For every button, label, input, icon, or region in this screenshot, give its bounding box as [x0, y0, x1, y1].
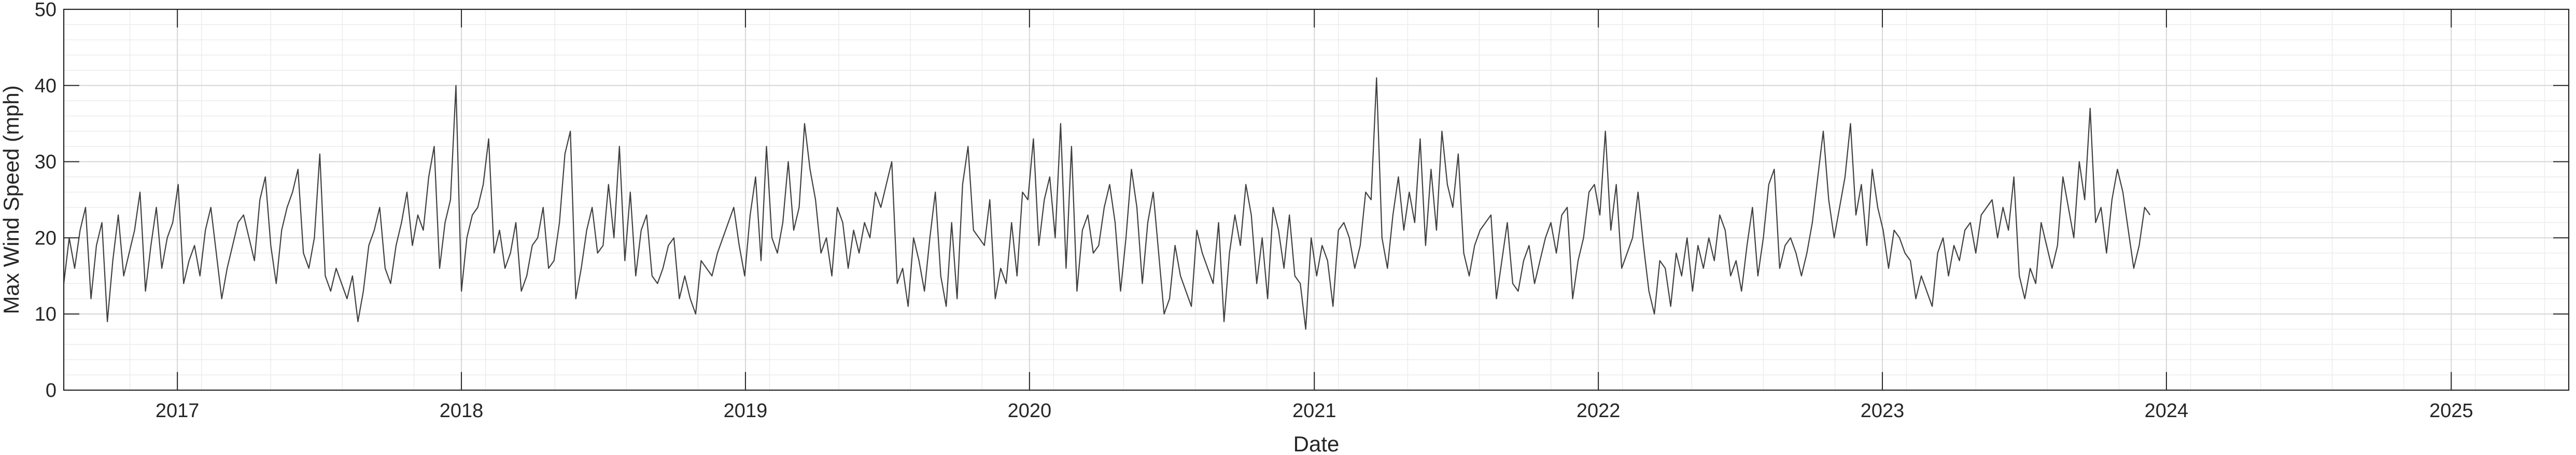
x-tick-label: 2024: [2145, 400, 2189, 422]
x-axis-title: Date: [1293, 432, 1340, 455]
y-tick-label: 20: [35, 227, 57, 249]
y-axis-title: Max Wind Speed (mph): [0, 85, 23, 314]
x-tick-label: 2018: [440, 400, 484, 422]
y-tick-label: 10: [35, 304, 57, 325]
series-layer: [63, 77, 2151, 330]
x-tick-label: 2017: [156, 400, 200, 422]
y-tick-label: 0: [46, 380, 57, 402]
y-tick-label: 30: [35, 151, 57, 173]
y-tick-label: 40: [35, 75, 57, 97]
x-tick-label: 2020: [1008, 400, 1052, 422]
x-tick-label: 2022: [1576, 400, 1621, 422]
x-tick-label: 2023: [1861, 400, 1905, 422]
series-line: [63, 77, 2151, 330]
axes: [63, 8, 2570, 391]
tick-labels: 0 10 20 30 40 50 2017 2018 2019 2020 2021 2022 2023 2…: [35, 0, 2473, 422]
x-tick-label: 2019: [724, 400, 768, 422]
plot-frame: [63, 8, 2570, 391]
x-tick-label: 2025: [2429, 400, 2473, 422]
y-tick-label: 50: [35, 0, 57, 21]
major-gridlines: [64, 9, 2569, 390]
x-tick-label: 2021: [1292, 400, 1336, 422]
minor-gridlines: [64, 9, 2569, 390]
